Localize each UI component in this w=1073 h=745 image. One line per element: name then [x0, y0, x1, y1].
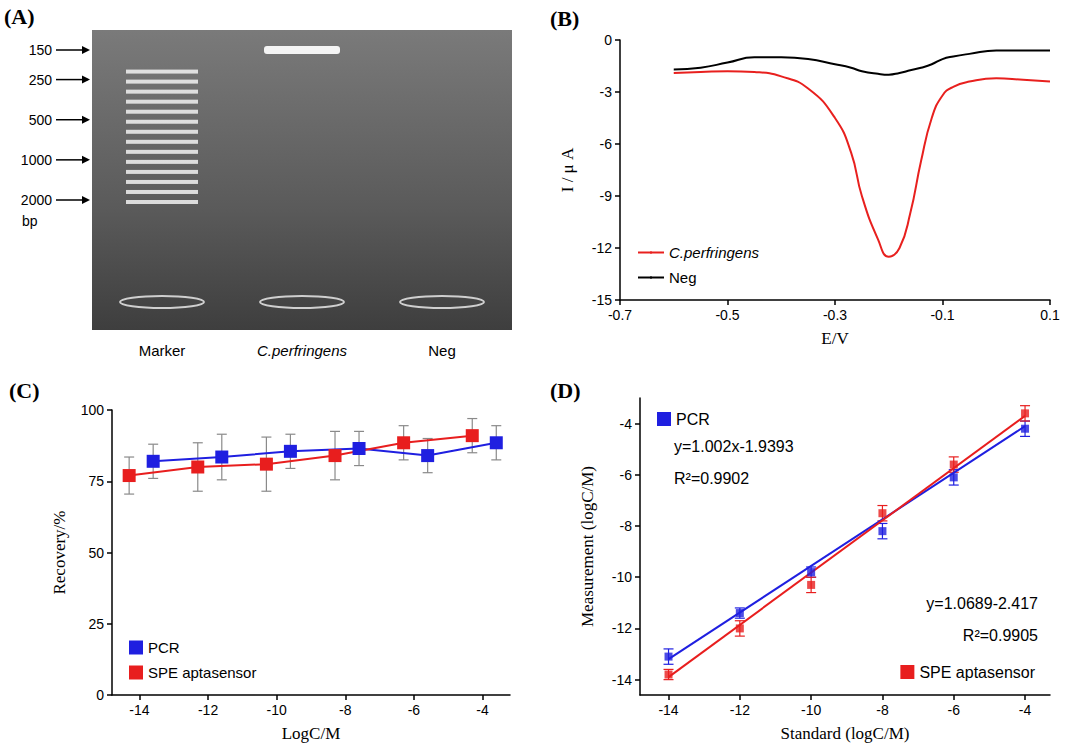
- svg-text:150: 150: [29, 42, 53, 58]
- svg-text:-0.1: -0.1: [930, 307, 954, 323]
- svg-text:-4: -4: [1019, 702, 1032, 718]
- svg-text:R²=0.9902: R²=0.9902: [674, 470, 749, 487]
- svg-text:-6: -6: [408, 702, 421, 718]
- svg-text:1000: 1000: [21, 152, 52, 168]
- svg-text:2000: 2000: [21, 192, 52, 208]
- svg-text:-8: -8: [620, 518, 633, 534]
- svg-text:-6: -6: [600, 136, 613, 152]
- svg-text:-10: -10: [801, 702, 821, 718]
- svg-text:y=1.002x-1.9393: y=1.002x-1.9393: [674, 438, 794, 455]
- svg-text:100: 100: [81, 402, 105, 418]
- svg-text:-0.7: -0.7: [608, 307, 632, 323]
- svg-text:-6: -6: [620, 467, 633, 483]
- svg-text:-10: -10: [267, 702, 287, 718]
- svg-text:500: 500: [29, 112, 53, 128]
- svg-text:-12: -12: [612, 620, 632, 636]
- svg-text:Standard (logC/M): Standard (logC/M): [781, 724, 910, 743]
- svg-text:0: 0: [96, 687, 104, 703]
- svg-text:-3: -3: [600, 84, 613, 100]
- svg-text:-8: -8: [339, 702, 352, 718]
- svg-text:(B): (B): [550, 6, 579, 31]
- svg-text:0: 0: [604, 32, 612, 48]
- svg-text:(C): (C): [9, 378, 40, 403]
- svg-text:-14: -14: [612, 672, 632, 688]
- svg-text:25: 25: [88, 616, 104, 632]
- svg-text:y=1.0689-2.417: y=1.0689-2.417: [926, 595, 1038, 612]
- svg-text:-12: -12: [198, 702, 218, 718]
- svg-text:(D): (D): [550, 378, 581, 403]
- svg-text:-4: -4: [620, 416, 633, 432]
- svg-text:250: 250: [29, 72, 53, 88]
- svg-text:-14: -14: [658, 702, 678, 718]
- svg-text:-15: -15: [592, 292, 612, 308]
- svg-text:-4: -4: [476, 702, 489, 718]
- svg-text:Neg: Neg: [669, 269, 697, 286]
- svg-text:Marker: Marker: [139, 342, 186, 359]
- svg-text:Measurement (logC/M): Measurement (logC/M): [578, 466, 597, 627]
- svg-text:SPE aptasensor: SPE aptasensor: [148, 664, 256, 681]
- svg-text:LogC/M: LogC/M: [282, 724, 341, 743]
- svg-text:I / μ A: I / μ A: [558, 147, 577, 192]
- svg-text:-9: -9: [600, 188, 613, 204]
- svg-text:-12: -12: [730, 702, 750, 718]
- svg-text:-14: -14: [129, 702, 149, 718]
- svg-text:-8: -8: [876, 702, 889, 718]
- svg-text:-0.5: -0.5: [715, 307, 739, 323]
- svg-text:SPE aptasensor: SPE aptasensor: [919, 664, 1035, 681]
- svg-text:PCR: PCR: [148, 639, 180, 656]
- svg-text:C.perfringens: C.perfringens: [669, 244, 760, 261]
- svg-text:Recovery/%: Recovery/%: [50, 510, 69, 594]
- svg-text:-0.3: -0.3: [823, 307, 847, 323]
- svg-text:0.1: 0.1: [1040, 307, 1060, 323]
- svg-text:(A): (A): [4, 4, 35, 29]
- svg-text:C.perfringens: C.perfringens: [257, 342, 348, 359]
- svg-text:-6: -6: [948, 702, 961, 718]
- svg-text:75: 75: [88, 473, 104, 489]
- svg-text:PCR: PCR: [676, 411, 710, 428]
- svg-text:E/V: E/V: [821, 329, 849, 348]
- svg-text:-12: -12: [592, 240, 612, 256]
- svg-text:Neg: Neg: [428, 342, 456, 359]
- svg-text:bp: bp: [22, 213, 38, 229]
- svg-text:-10: -10: [612, 569, 632, 585]
- svg-text:50: 50: [88, 545, 104, 561]
- svg-text:R²=0.9905: R²=0.9905: [963, 627, 1038, 644]
